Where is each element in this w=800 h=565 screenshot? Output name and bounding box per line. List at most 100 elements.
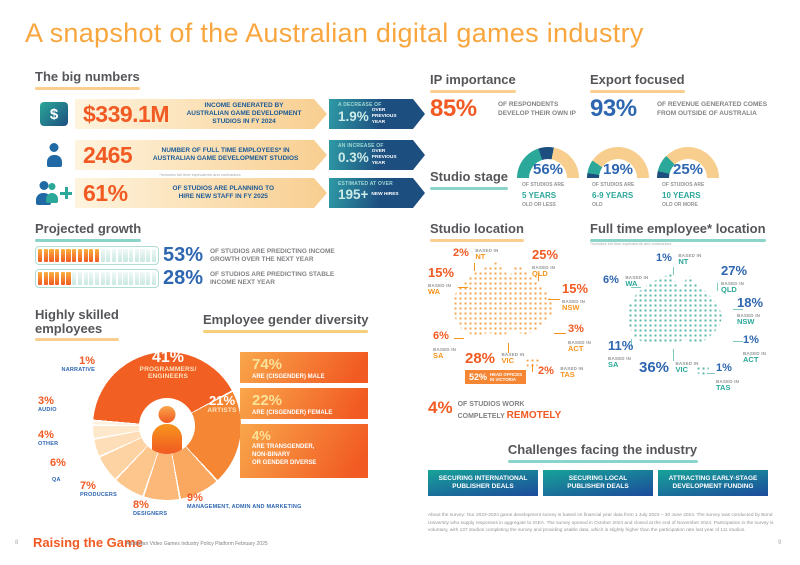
stat-value: 61% [83,179,128,206]
growth-pct: 53% [163,244,204,266]
heading-studio-location: Studio location [430,222,524,242]
loc-label-act: 3% BASED IN ACT [568,323,592,354]
person-silhouette-icon [152,406,182,454]
stat-change-tag: AN INCREASE OF 0.3% OVER PREVIOUS YEAR [329,140,425,170]
page-number-left: 8 [15,540,19,546]
bar-segment [72,249,77,262]
bar-segment [111,249,117,262]
bar-segment [146,249,151,262]
pie-label-narrative: 1% NARRATIVE [61,355,95,373]
bar-segment [100,249,105,262]
heading-projected-growth: Projected growth [35,222,141,242]
fte-label-vic: 36% BASED IN VIC [639,359,699,376]
fte-label-tas: 1% BASED IN TAS [716,362,740,393]
heading-gender-diversity: Employee gender diversity [203,313,368,333]
heading-big-numbers: The big numbers [35,70,140,90]
about-survey-text: About the survey: Our 2023-2024 game dev… [428,513,774,534]
people-plus-icon [33,181,75,205]
bar-segment [60,249,65,262]
bar-segment [38,249,43,262]
remote-stat: 4% OF STUDIOS WORK COMPLETELY REMOTELY [428,398,562,422]
heading-ip-importance: IP importance [430,73,516,93]
growth-bar-53 [35,246,159,265]
loc-label-qld: 25% BASED IN QLD [532,247,559,279]
remote-highlight: REMOTELY [506,410,562,422]
head-offices-box: 52% HEAD OFFICES IN VICTORIA [465,370,527,385]
growth-bar-28 [35,269,159,288]
bar-segment [49,272,54,285]
studio-stage-gauge-3: 25% [657,147,719,178]
bar-segment [140,272,145,285]
loc-label-sa: 6% BASED IN SA [433,330,457,361]
brand-raising-the-game: Raising the Game [33,535,143,550]
fte-label-qld: 27% BASED IN QLD [721,263,748,295]
stat-row-hiring: 61% OF STUDIOS ARE PLANNING TO HIRE NEW … [33,178,425,208]
bar-segment [111,272,117,285]
stat-change-tag: A DECREASE OF 1.9% OVER PREVIOUS YEAR [329,99,425,129]
bar-segment [72,272,77,285]
bar-segment [43,249,48,262]
stat-band: 2465 NUMBER OF FULL TIME EMPLOYEES* IN A… [75,140,327,170]
bar-segment [134,272,139,285]
bar-segment [89,272,94,285]
bar-segment [55,272,60,285]
stat-desc: NUMBER OF FULL TIME EMPLOYEES* IN AUSTRA… [152,146,299,162]
challenge-box-local: SECURING LOCAL PUBLISHER DEALS [543,470,653,496]
bar-segment [146,272,151,285]
pie-label-programmers: 41% PROGRAMMERS/ ENGINEERS [139,349,197,380]
stat-row-income: $ $339.1M INCOME GENERATED BY AUSTRALIAN… [33,99,425,129]
bar-segment [83,272,88,285]
loc-label-wa: 15% BASED IN WA [428,265,455,297]
bar-segment [77,272,82,285]
plus-icon [60,187,72,199]
studio-stage-gauge-2: 19% [587,147,649,178]
bar-segment [134,249,139,262]
heading-studio-stage: Studio stage [430,170,508,190]
heading-export-focused: Export focused [590,73,685,93]
loc-label-tas: 2% BASED IN TAS [538,365,584,380]
bar-segment [38,272,43,285]
export-desc: OF REVENUE GENERATED COMES FROM OUTSIDE … [657,101,768,117]
pie-center [139,398,195,454]
growth-desc: OF STUDIOS ARE PREDICTING INCOME GROWTH … [210,248,335,264]
pie-label-producers: 7% PRODUCERS [80,480,117,498]
bar-segment [151,249,156,262]
stat-value: 2465 [83,141,133,168]
challenge-box-international: SECURING INTERNATIONAL PUBLISHER DEALS [428,470,538,496]
fte-label-nsw: 18% BASED IN NSW [737,295,764,327]
bar-segment [117,249,122,262]
bar-segment [106,249,111,262]
fte-label-act: 1% BASED IN ACT [743,334,767,365]
footnote: *Includes full time equivalents and cont… [159,172,241,177]
stat-band: 61% OF STUDIOS ARE PLANNING TO HIRE NEW … [75,178,327,208]
gender-box-diverse: 4% ARE TRANSGENDER, NON-BINARY OR GENDER… [240,424,368,478]
bar-segment [66,249,71,262]
bar-segment [77,249,82,262]
page-title: A snapshot of the Australian digital gam… [25,18,644,48]
bar-segment [123,249,128,262]
stat-band: $339.1M INCOME GENERATED BY AUSTRALIAN G… [75,99,327,129]
ip-pct: 85% [430,95,477,122]
pie-label-designers: 8% DESIGNERS [133,499,168,517]
footer-caption: Australian Video Games Industry Policy P… [126,541,268,547]
challenge-box-funding: ATTRACTING EARLY-STAGE DEVELOPMENT FUNDI… [658,470,768,496]
gender-box-male: 74% ARE (CISGENDER) MALE [240,352,368,383]
gauge-caption: OF STUDIOS ARE 10 YEARS OLD OR MORE [662,182,705,208]
bar-segment [89,249,94,262]
pie-label-qa: 6% QA [50,457,66,483]
loc-label-nsw: 15% BASED IN NSW [562,281,589,313]
bar-segment [49,249,54,262]
growth-pct: 28% [163,267,204,289]
bar-segment [106,272,111,285]
fte-footnote: *Includes full time equivalents and cont… [590,241,672,246]
stat-change-tag: ESTIMATED AT OVER 195+ NEW HIRES [329,178,425,208]
bar-segment [83,249,88,262]
bar-segment [129,249,134,262]
bar-segment [43,272,48,285]
pie-label-other: 4% OTHER [38,429,59,447]
bar-segment [129,272,134,285]
pie-label-audio: 3% AUDIO [38,395,57,413]
page-number-right: 9 [778,540,782,546]
growth-desc: OF STUDIOS ARE PREDICTING STABLE INCOME … [210,271,335,287]
